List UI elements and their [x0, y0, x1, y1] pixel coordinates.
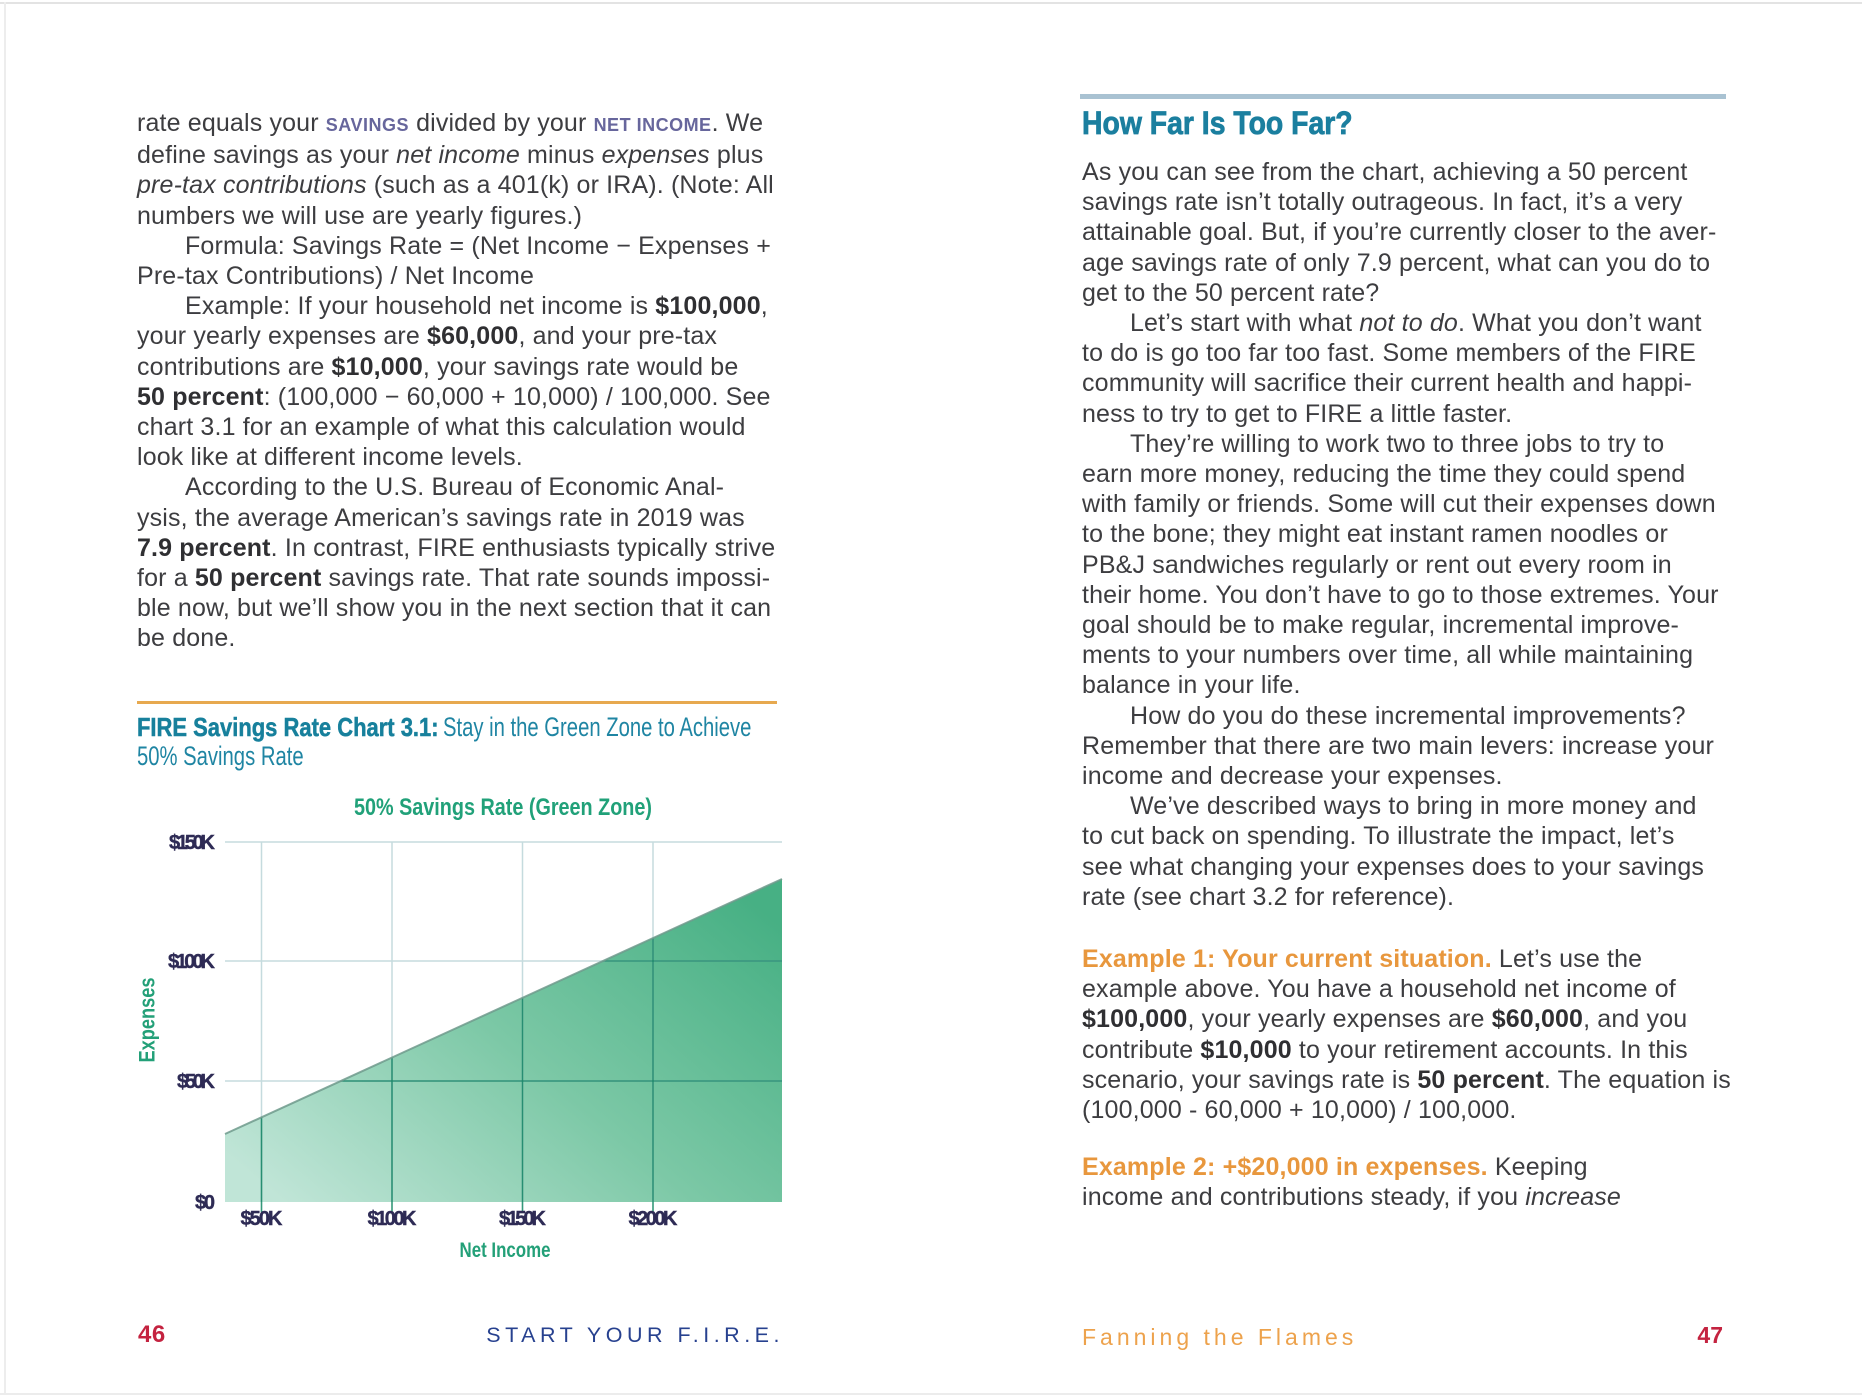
svg-text:$50K: $50K: [241, 1208, 284, 1230]
svg-text:$100K: $100K: [368, 1208, 418, 1230]
svg-text:$100K: $100K: [168, 951, 216, 973]
svg-text:$150K: $150K: [499, 1208, 547, 1230]
svg-text:$0: $0: [195, 1192, 215, 1214]
svg-text:50% Savings Rate (Green Zone): 50% Savings Rate (Green Zone): [354, 794, 652, 821]
svg-text:Net Income: Net Income: [460, 1239, 551, 1262]
svg-text:$50K: $50K: [177, 1071, 216, 1093]
svg-text:$150K: $150K: [169, 832, 216, 854]
svg-text:Expenses: Expenses: [135, 978, 160, 1063]
svg-text:$200K: $200K: [629, 1208, 679, 1230]
